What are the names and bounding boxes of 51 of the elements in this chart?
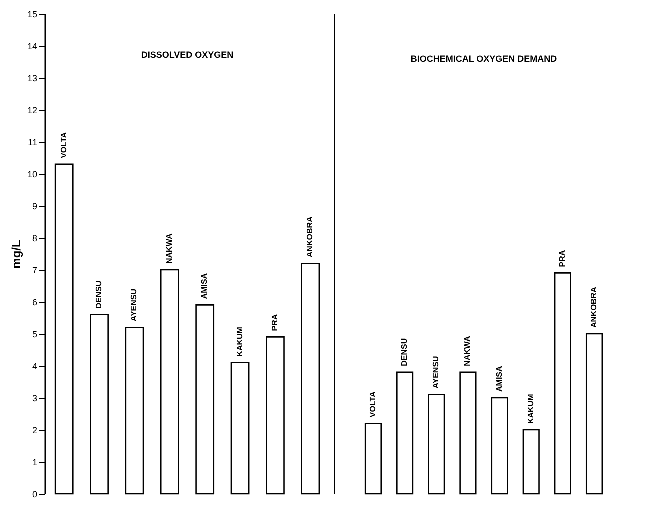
x-tick-label: VOLTA: [59, 132, 68, 158]
y-tick-label: 8: [32, 234, 38, 244]
x-tick-label: AYENSU: [130, 288, 139, 322]
y-tick-label: 15: [27, 10, 38, 20]
bar: [396, 372, 414, 495]
bar: [196, 304, 215, 495]
bar: [428, 394, 446, 495]
y-tick-label: 12: [27, 106, 38, 116]
x-tick-label: NAKWA: [463, 336, 472, 366]
bar: [522, 429, 540, 495]
x-tick-label: NAKWA: [164, 234, 174, 264]
x-tick-label: AYENSU: [432, 356, 441, 389]
y-tick-label: 14: [27, 42, 38, 52]
bar: [54, 164, 74, 495]
bar: [90, 314, 109, 495]
bar: [554, 272, 572, 495]
text: BIOCHEMICAL OXYGEN DEMAND: [410, 54, 558, 64]
x-tick-label: ANKOBRA: [306, 216, 315, 258]
y-tick-label: 10: [27, 170, 38, 180]
y-tick-label: 9: [32, 202, 38, 212]
y-tick-label: 11: [28, 138, 38, 148]
y-tick-label: 4: [32, 362, 38, 372]
text: DISSOLVED OXYGEN: [141, 50, 234, 60]
x-tick-label: AMISA: [494, 366, 504, 392]
bar: [364, 422, 382, 495]
x-tick-label: PRA: [270, 314, 280, 332]
bar: [491, 397, 508, 495]
x-tick-label: KAKUM: [235, 326, 244, 357]
x-tick-label: ANKOBRA: [590, 286, 599, 328]
y-tick-label: 3: [32, 394, 38, 404]
y-tick-label: 13: [27, 74, 38, 84]
y-tick-label: 6: [32, 298, 38, 308]
x-tick-label: KAKUM: [526, 394, 536, 424]
bar: [266, 336, 285, 495]
bar: [460, 372, 477, 495]
y-tick-label: 0: [32, 490, 38, 500]
bar: [586, 333, 604, 495]
y-tick-label: 2: [32, 426, 38, 436]
bar: [301, 262, 320, 495]
x-tick-label: DENSU: [400, 338, 410, 366]
bar: [160, 269, 180, 495]
x-tick-label: DENSU: [94, 280, 104, 309]
y-tick-label: 7: [32, 266, 38, 276]
y-tick-label: 1: [32, 458, 38, 468]
x-tick-label: AMISA: [200, 273, 210, 300]
x-tick-label: PRA: [558, 250, 567, 268]
x-tick-label: VOLTA: [368, 391, 378, 418]
bar: [125, 326, 144, 495]
y-tick-label: 5: [32, 330, 38, 340]
bar: [230, 362, 250, 495]
y-axis-title: mg/L: [9, 240, 24, 269]
